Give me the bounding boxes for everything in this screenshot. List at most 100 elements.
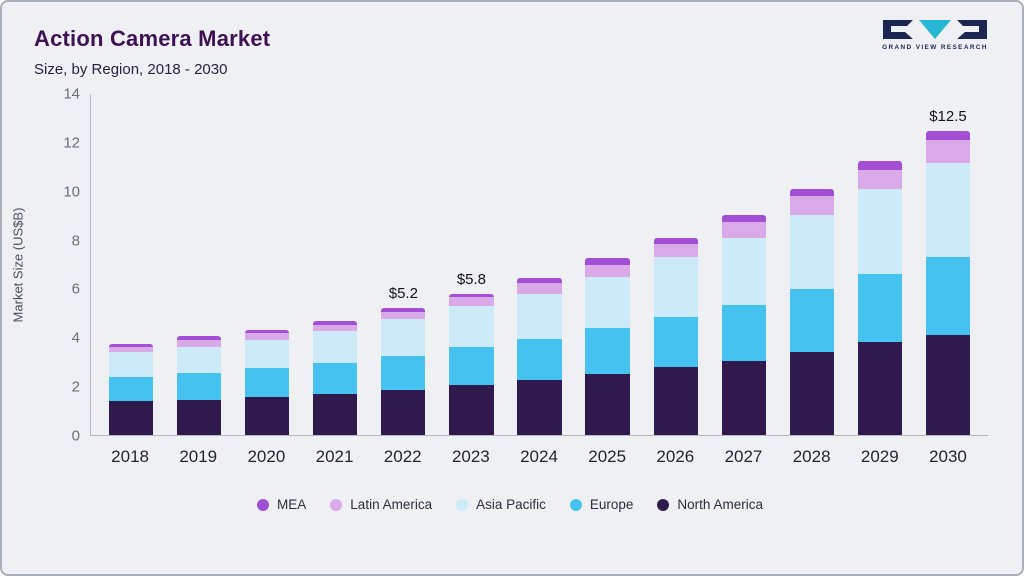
bar-segment-north-america-2030 xyxy=(925,335,971,435)
gvr-logo-icon: GRAND VIEW RESEARCH xyxy=(882,20,987,51)
bar-segment-latin-america-2023 xyxy=(449,297,494,306)
bar-segment-north-america-2025 xyxy=(585,374,630,435)
bar-segment-north-america-2029 xyxy=(857,342,903,435)
bar-segment-mea-2029 xyxy=(857,160,903,170)
bar-segment-north-america-2028 xyxy=(789,352,834,435)
bar-segment-north-america-2020 xyxy=(245,397,290,435)
x-label-2028: 2028 xyxy=(792,447,831,466)
bar-segment-asia-pacific-2020 xyxy=(245,339,290,368)
y-axis-title: Market Size (US$B) xyxy=(10,207,26,323)
bar-segment-europe-2019 xyxy=(176,372,222,400)
legend-item-mea: MEA xyxy=(257,497,306,512)
y-tick-2: 2 xyxy=(71,378,80,396)
legend-dot-asia-pacific xyxy=(456,498,469,511)
y-tick-0: 0 xyxy=(71,427,80,445)
legend-dot-latin-america xyxy=(330,498,343,511)
y-tick-10: 10 xyxy=(63,183,80,201)
bar-segment-mea-2023 xyxy=(449,293,494,298)
plot-area: $5.2 $5.8 $12.5 xyxy=(90,94,988,436)
bar-column-2029 xyxy=(846,94,914,435)
bar-segment-europe-2029 xyxy=(857,274,903,343)
bar-segment-latin-america-2028 xyxy=(789,196,834,215)
chart-title: Action Camera Market xyxy=(34,26,271,51)
bar-segment-north-america-2019 xyxy=(176,399,222,435)
x-label-2022: 2022 xyxy=(383,447,422,466)
legend-dot-north-america xyxy=(657,498,670,511)
x-axis-labels: 2018 2019 2020 2021 2022 2023 2024 2025 2026 2027… xyxy=(90,436,988,467)
bar-column-2022: $5.2 xyxy=(369,94,437,435)
x-label-2024: 2024 xyxy=(520,447,558,466)
bar-segment-mea-2019 xyxy=(176,336,222,341)
bar-stack-2020 xyxy=(245,330,290,435)
bar-segment-latin-america-2022 xyxy=(381,311,426,320)
bar-column-2023: $5.8 xyxy=(437,94,505,435)
bar-column-2030: $12.5 xyxy=(914,94,982,435)
bar-column-2021 xyxy=(301,94,369,435)
bar-stack-2023 xyxy=(449,293,494,435)
bar-segment-europe-2024 xyxy=(517,338,562,381)
bar-segment-europe-2021 xyxy=(313,363,358,394)
bar-segment-europe-2025 xyxy=(585,327,630,375)
bar-segment-europe-2020 xyxy=(245,367,290,398)
x-label-2030: 2030 xyxy=(929,447,967,466)
legend-label-mea: MEA xyxy=(277,497,307,512)
x-label-2020: 2020 xyxy=(247,447,286,466)
bar-annotation-2030: $12.5 xyxy=(929,107,967,125)
bar-segment-mea-2021 xyxy=(313,320,358,325)
x-label-2021: 2021 xyxy=(315,447,354,466)
bar-segment-europe-2022 xyxy=(381,355,426,390)
bar-annotation-2022: $5.2 xyxy=(388,285,418,303)
bar-segment-latin-america-2025 xyxy=(585,264,630,277)
x-label-2029: 2029 xyxy=(860,447,899,466)
bar-stack-2024 xyxy=(517,277,562,435)
bar-stack-2027 xyxy=(721,214,766,435)
bar-segment-north-america-2026 xyxy=(653,366,698,435)
bar-segment-asia-pacific-2030 xyxy=(925,163,971,258)
bar-segment-latin-america-2018 xyxy=(108,346,154,353)
legend-label-latin-america: Latin America xyxy=(350,497,433,512)
legend-label-asia-pacific: Asia Pacific xyxy=(476,497,546,512)
bar-column-2027 xyxy=(710,94,778,435)
x-label-2023: 2023 xyxy=(451,447,490,466)
bar-segment-mea-2022 xyxy=(381,308,426,312)
bar-segment-europe-2026 xyxy=(653,316,698,367)
bar-segment-north-america-2023 xyxy=(449,385,494,435)
legend-label-north-america: North America xyxy=(677,497,763,512)
bar-segment-north-america-2021 xyxy=(313,393,358,435)
chart-legend: MEA Latin America Asia Pacific Europe North … xyxy=(32,497,988,512)
legend-dot-mea xyxy=(257,498,270,511)
bar-segment-asia-pacific-2019 xyxy=(176,347,222,373)
bar-stack-2025 xyxy=(585,258,630,435)
bar-segment-latin-america-2029 xyxy=(857,169,903,189)
bar-segment-latin-america-2021 xyxy=(313,324,358,332)
bar-segment-north-america-2027 xyxy=(721,360,766,435)
bar-segment-mea-2018 xyxy=(108,343,154,347)
x-label-2025: 2025 xyxy=(588,447,627,466)
bar-segment-asia-pacific-2021 xyxy=(313,331,358,364)
bar-segment-mea-2030 xyxy=(925,130,971,141)
bar-segment-europe-2023 xyxy=(449,347,494,386)
bar-column-2028 xyxy=(778,94,846,435)
bar-segment-europe-2028 xyxy=(789,288,834,353)
y-tick-8: 8 xyxy=(71,232,80,250)
bar-segment-latin-america-2019 xyxy=(176,340,222,348)
bar-segment-asia-pacific-2025 xyxy=(585,276,630,328)
bar-column-2026 xyxy=(642,94,710,435)
legend-dot-europe xyxy=(569,498,582,511)
bar-segment-europe-2030 xyxy=(925,257,971,336)
chart-subtitle: Size, by Region, 2018 - 2030 xyxy=(34,61,228,78)
bar-segment-mea-2020 xyxy=(245,330,290,334)
bar-column-2024 xyxy=(505,94,573,435)
bar-segment-north-america-2024 xyxy=(517,380,562,435)
bar-segment-asia-pacific-2023 xyxy=(449,305,494,348)
legend-item-latin-america: Latin America xyxy=(330,497,432,512)
bar-segment-asia-pacific-2024 xyxy=(517,293,562,339)
bar-stack-2022 xyxy=(381,308,426,435)
bar-segment-asia-pacific-2026 xyxy=(653,257,698,317)
bar-segment-asia-pacific-2018 xyxy=(108,352,154,377)
chart-area: Market Size (US$B) 0 2 4 6 8 10 12 14 $5.2 $5.8 $… xyxy=(11,86,988,512)
bar-segment-latin-america-2020 xyxy=(245,333,290,340)
bar-stack-2028 xyxy=(789,189,834,435)
bar-column-2025 xyxy=(574,94,642,435)
